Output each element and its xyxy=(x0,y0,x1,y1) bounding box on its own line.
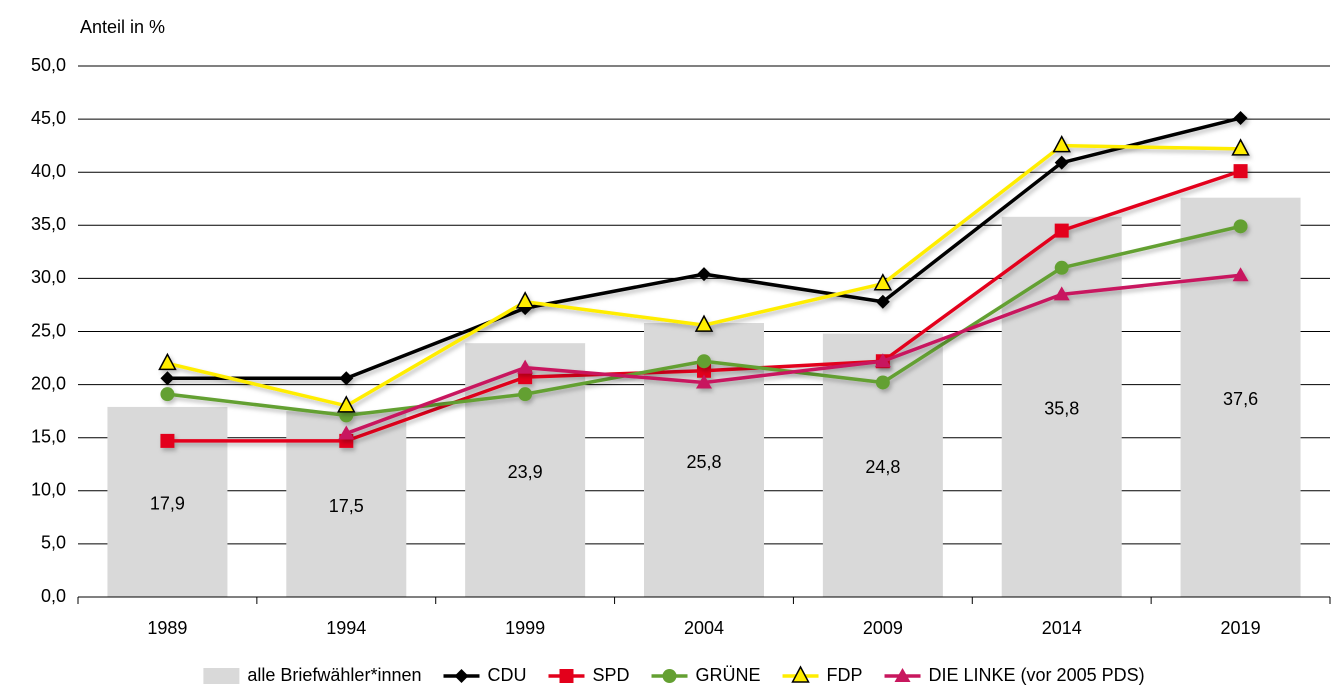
bar xyxy=(1180,197,1301,598)
y-tick-label: 50,0 xyxy=(31,55,66,75)
marker xyxy=(1052,135,1071,153)
marker xyxy=(339,371,354,386)
marker xyxy=(160,371,175,386)
legend-label: FDP xyxy=(827,665,863,685)
marker xyxy=(694,314,714,332)
bar-value-label: 24,8 xyxy=(865,457,900,477)
marker xyxy=(696,374,712,389)
marker xyxy=(1053,286,1070,301)
bar-value-label: 25,8 xyxy=(686,452,721,472)
marker xyxy=(158,352,177,371)
legend-item: DIE LINKE (vor 2005 PDS) xyxy=(884,665,1145,685)
marker xyxy=(873,273,893,291)
x-tick-label: 1994 xyxy=(326,618,366,638)
y-tick-label: 35,0 xyxy=(31,214,66,234)
x-tick-label: 2009 xyxy=(863,618,903,638)
x-tick-label: 2004 xyxy=(684,618,724,638)
marker xyxy=(160,387,175,402)
marker xyxy=(515,291,535,309)
x-tick-label: 1999 xyxy=(505,618,545,638)
marker xyxy=(894,668,911,682)
marker xyxy=(662,669,677,683)
bar-value-label: 23,9 xyxy=(508,462,543,482)
marker xyxy=(874,353,891,368)
legend-label: GRÜNE xyxy=(696,665,761,685)
x-tick-label: 2014 xyxy=(1042,618,1082,638)
marker xyxy=(1233,164,1248,179)
legend-label: alle Briefwähler*innen xyxy=(247,665,421,685)
marker xyxy=(875,375,890,390)
marker xyxy=(1054,260,1069,275)
legend: alle Briefwähler*innen CDU SPD GRÜNE FDP DIE … xyxy=(203,665,1145,685)
y-tick-label: 20,0 xyxy=(31,373,66,393)
legend-item: SPD xyxy=(548,665,630,685)
y-tick-label: 45,0 xyxy=(31,108,66,128)
series xyxy=(160,219,1248,423)
bar-value-label: 17,9 xyxy=(150,494,185,514)
bar xyxy=(1001,216,1122,597)
y-tick-label: 25,0 xyxy=(31,320,66,340)
series-line xyxy=(345,273,1241,436)
y-tick-label: 30,0 xyxy=(31,267,66,287)
y-tick-label: 15,0 xyxy=(31,426,66,446)
series xyxy=(338,267,1249,440)
legend-item: alle Briefwähler*innen xyxy=(203,665,421,685)
marker xyxy=(697,354,711,369)
y-tick-label: 5,0 xyxy=(41,533,66,553)
marker xyxy=(1233,111,1248,126)
marker xyxy=(697,267,711,282)
x-tick-label: 1989 xyxy=(147,618,187,638)
marker xyxy=(1054,155,1069,170)
legend-label: SPD xyxy=(592,665,629,685)
legend-item: CDU xyxy=(443,665,526,685)
y-tick-label: 10,0 xyxy=(31,480,66,500)
y-tick-label: 40,0 xyxy=(31,161,66,181)
marker xyxy=(454,669,469,683)
y-axis-title: Anteil in % xyxy=(80,17,165,37)
x-tick-label: 2019 xyxy=(1221,618,1261,638)
bar-value-label: 37,6 xyxy=(1223,389,1258,409)
marker xyxy=(1054,223,1069,238)
marker xyxy=(337,395,356,413)
y-tick-label: 0,0 xyxy=(41,586,66,606)
marker xyxy=(1232,267,1249,282)
bar-value-label: 17,5 xyxy=(329,496,364,516)
marker xyxy=(518,387,533,402)
marker xyxy=(875,294,890,309)
legend-swatch xyxy=(203,668,240,684)
marker xyxy=(559,669,574,683)
marker xyxy=(1231,138,1250,156)
marker xyxy=(338,425,355,440)
legend-item: FDP xyxy=(782,665,863,685)
marker xyxy=(1233,219,1248,234)
bar-value-label: 35,8 xyxy=(1044,399,1079,419)
marker xyxy=(518,370,533,385)
marker xyxy=(160,433,175,448)
legend-item: GRÜNE xyxy=(651,665,761,685)
marker xyxy=(517,359,534,374)
legend-label: DIE LINKE (vor 2005 PDS) xyxy=(929,665,1145,685)
legend-label: CDU xyxy=(487,665,526,685)
marker xyxy=(791,665,810,683)
series xyxy=(158,135,1250,413)
